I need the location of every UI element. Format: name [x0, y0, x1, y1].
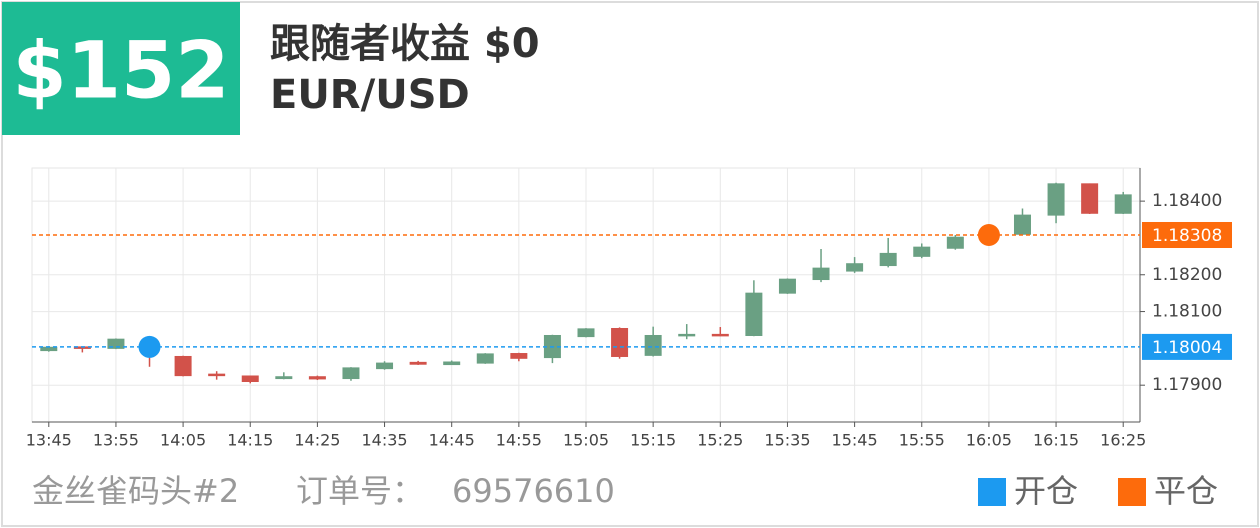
x-tick-label: 13:55 [93, 431, 139, 450]
x-tick-label: 14:25 [294, 431, 340, 450]
x-tick-label: 15:15 [630, 431, 676, 450]
order-label: 订单号： [296, 472, 424, 510]
x-tick-label: 15:05 [563, 431, 609, 450]
candle-body [376, 362, 394, 370]
candle-body [241, 375, 259, 383]
y-tick-label: 1.18400 [1152, 191, 1222, 211]
candle-body [913, 246, 931, 257]
x-tick-label: 15:25 [697, 431, 743, 450]
marker-badge [1142, 333, 1232, 360]
candle-body [1081, 183, 1099, 214]
x-tick-label: 13:45 [26, 431, 72, 450]
candle-body [644, 334, 662, 356]
x-tick-label: 14:55 [496, 431, 542, 450]
candle-body [510, 353, 528, 359]
candle-body [577, 328, 595, 338]
legend-label: 开仓 [1014, 472, 1078, 510]
x-tick-label: 15:35 [764, 431, 810, 450]
x-tick-label: 14:05 [160, 431, 206, 450]
x-tick-label: 14:35 [361, 431, 407, 450]
marker-label: 1.18004 [1152, 338, 1222, 358]
candle-body [1013, 214, 1031, 235]
x-tick-label: 14:45 [429, 431, 475, 450]
candle-body [778, 278, 796, 294]
legend-label: 平仓 [1154, 472, 1218, 510]
candle-body [174, 355, 192, 377]
candle-body [611, 327, 629, 357]
y-tick-label: 1.18200 [1152, 265, 1222, 285]
candle-body [409, 361, 427, 365]
candle-body [476, 353, 494, 364]
candle-body [946, 236, 964, 249]
candle-body [745, 292, 763, 336]
marker-dot [138, 335, 161, 358]
candle-body [879, 252, 897, 267]
marker-badge [1142, 221, 1232, 248]
legend-swatch [1118, 478, 1146, 506]
title: 跟随者收益 $0 [270, 21, 540, 67]
x-tick-label: 15:45 [832, 431, 878, 450]
candle-body [678, 333, 696, 337]
x-tick-label: 16:05 [966, 431, 1012, 450]
x-tick-label: 16:25 [1100, 431, 1146, 450]
candle-body [275, 376, 293, 380]
candle-body [443, 361, 461, 366]
candle-body [40, 346, 58, 352]
candle-body [308, 376, 326, 380]
y-tick-label: 1.17900 [1152, 375, 1222, 395]
plot: 13:45 13:55 14:05 14:15 14:25 14:35 14:45 14:55… [26, 167, 1232, 450]
candle-body [846, 263, 864, 272]
candle-body [342, 367, 360, 380]
symbol: EUR/USD [270, 72, 470, 118]
legend-swatch [978, 478, 1006, 506]
amount: $152 [12, 26, 229, 116]
marker-label: 1.18308 [1152, 226, 1222, 246]
candle-body [208, 373, 226, 377]
x-tick-label: 16:15 [1033, 431, 1079, 450]
candle-body [1114, 194, 1132, 214]
amount-box [2, 2, 240, 135]
candle-body [1047, 183, 1065, 216]
y-tick-label: 1.18100 [1152, 302, 1222, 322]
x-tick-label: 14:15 [227, 431, 273, 450]
x-tick-label: 15:55 [899, 431, 945, 450]
candle-body [812, 267, 830, 281]
marker-dot [977, 223, 1000, 246]
candle-body [711, 333, 729, 337]
order-id: 69576610 [452, 472, 615, 510]
account: 金丝雀码头#2 [32, 472, 239, 510]
candle-body [107, 338, 125, 349]
